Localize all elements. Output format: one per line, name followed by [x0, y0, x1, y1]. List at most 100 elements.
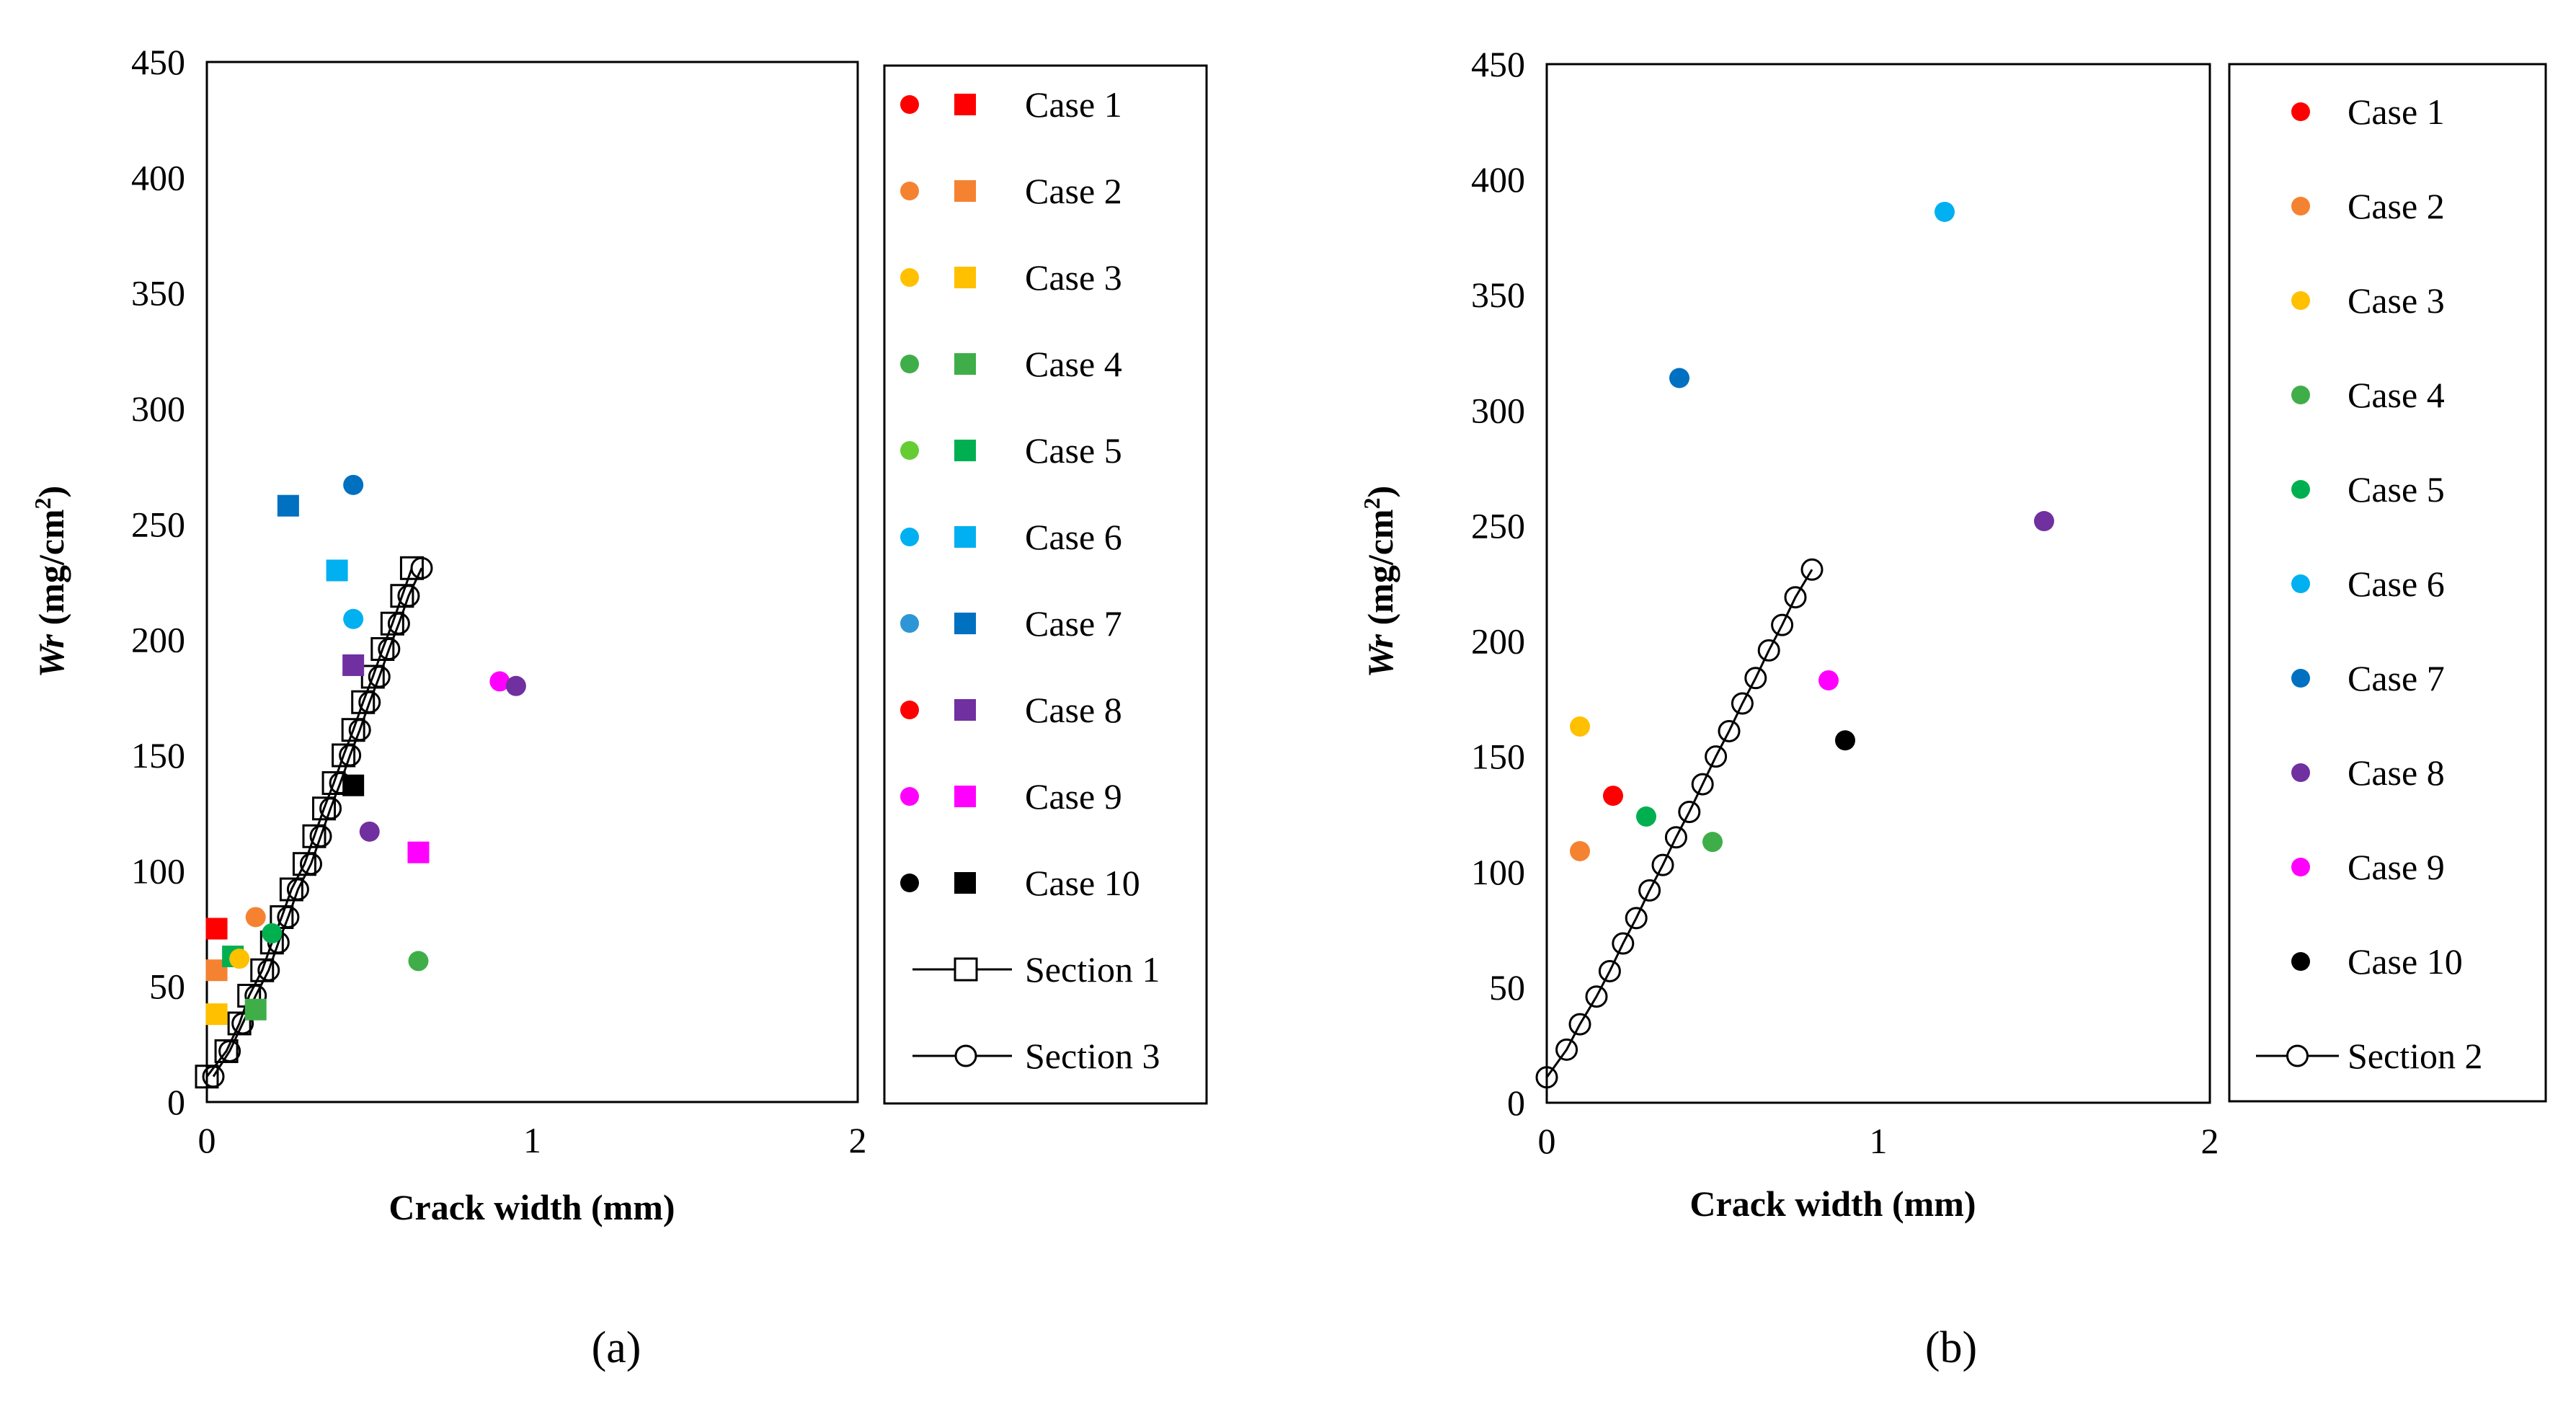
panel-a-legend-label: Case 3 [1025, 257, 1122, 298]
panel-a-section-3-point [378, 637, 401, 660]
panel-a-section-1-point [270, 905, 294, 929]
panel-b-plot-frame [1545, 63, 2211, 1104]
panel-a-case-square-point [326, 559, 348, 582]
panel-a-legend-circle-swatch [900, 268, 919, 287]
panel-a-section-1-point [302, 824, 327, 848]
panel-a-y-tick-label: 250 [131, 504, 185, 544]
panel-b-y-axis-label: Wr (mg/cm2) [1359, 486, 1400, 677]
panel-a-legend-square-swatch [954, 526, 976, 548]
panel-b-y-axis-unit-superscript: 2 [1359, 497, 1385, 509]
panel-b-section-2-point [1651, 853, 1674, 876]
panel-b-x-tick-labels: 0 1 2 [1538, 1121, 2219, 1161]
panel-a-y-tick-label: 50 [149, 967, 185, 1007]
panel-b-legend-label: Case 8 [2348, 752, 2445, 793]
panel-a-y-tick-label: 400 [131, 157, 185, 197]
panel-a-section-3-point [286, 878, 309, 901]
panel-a-case-square-point [342, 654, 365, 676]
panel-a-legend-circle-swatch [900, 874, 919, 892]
panel-a-y-tick-label: 350 [131, 273, 185, 314]
panel-b-legend-circle-swatch [2291, 102, 2310, 121]
panel-b-legend-label: Case 3 [2348, 280, 2445, 321]
panel-a-y-tick-label: 200 [131, 620, 185, 660]
panel-a-legend-square-swatch [954, 872, 976, 894]
panel-b-section-2-point [1535, 1066, 1558, 1089]
panel-a-legend-square-swatch [954, 180, 976, 202]
panel-a-case-circle-point [489, 671, 510, 692]
panel-b-legend-circle-swatch [2291, 386, 2310, 404]
panel-a-legend-label: Section 3 [1025, 1036, 1160, 1076]
panel-a-case-circle-point [343, 608, 364, 629]
panel-b-section-2-point [1784, 586, 1807, 609]
panel-a-legend-label: Case 5 [1025, 430, 1122, 471]
panel-b-legend-circle-swatch [2291, 669, 2310, 688]
panel-a-case-square-point [205, 918, 228, 940]
panel-b-y-axis-unit-close: ) [1360, 486, 1400, 498]
panel-a-y-axis-symbol: Wr [31, 634, 71, 677]
panel-a-section-3-point [368, 665, 391, 688]
panel-b-legend-circle-swatch [2291, 197, 2310, 216]
panel-a-case-square-point [277, 494, 299, 517]
panel-a-legend-square-swatch [954, 440, 976, 461]
panel-a-case-circle-point [245, 907, 266, 928]
panel-b-section-2-point [1625, 907, 1648, 930]
panel-a-section-3-line [212, 567, 423, 1078]
panel-b-case-circle-point [1935, 201, 1955, 222]
panel-a-legend-circle-swatch [900, 614, 919, 633]
panel-b-section-2-point [1691, 773, 1714, 796]
panel-a-section-1-point [332, 743, 356, 768]
panel-a-legend-circle-swatch [954, 1044, 977, 1067]
panel-a-section-1-point [214, 1039, 239, 1063]
panel-a-x-tick-label: 1 [523, 1120, 541, 1160]
panel-a-y-axis-unit-superscript: 2 [30, 497, 55, 509]
panel-b-section-2-point [1638, 879, 1661, 902]
panel-a-legend-label: Case 9 [1025, 776, 1122, 817]
panel-b-legend-label: Section 2 [2348, 1036, 2482, 1076]
panel-a-case-circle-point [343, 474, 364, 495]
panel-b-case-circle-point [1603, 786, 1623, 807]
panel-a-case-square-point [342, 774, 365, 796]
panel-b-legend-label: Case 5 [2348, 469, 2445, 510]
panel-a-legend-circle-swatch [900, 441, 919, 460]
panel-a-y-tick-label: 100 [131, 850, 185, 891]
panel-a-legend-square-swatch [954, 94, 976, 115]
panel-a-plot-frame [205, 61, 859, 1103]
panel-b-case-circle-point [1636, 806, 1656, 827]
panel-a-y-axis-unit: (mg/cm [31, 509, 71, 634]
panel-a-legend-circle-swatch [900, 182, 919, 200]
panel-a-y-tick-label: 150 [131, 735, 185, 776]
panel-b-y-tick-label: 100 [1471, 852, 1525, 892]
panel-b-y-tick-label: 50 [1489, 967, 1525, 1008]
panel-b-y-tick-labels: 0 50 100 150 200 250 300 350 400 450 [1471, 44, 1525, 1123]
panel-a-case-square-point [244, 998, 267, 1021]
panel-a-legend-square-swatch [954, 699, 976, 721]
panel-b-data-series [1535, 201, 2054, 1089]
panel-a-section-1-point [312, 796, 337, 821]
panel-a-section-3-point [257, 959, 280, 982]
panel-b-section-2-point [1585, 985, 1608, 1008]
panel-a-case-circle-point [359, 821, 380, 842]
panel-a-x-axis-label: Crack width (mm) [388, 1187, 675, 1227]
panel-b-legend-circle-swatch [2291, 480, 2310, 499]
panel-b-y-tick-label: 450 [1471, 44, 1525, 84]
panel-a-legend-label: Case 10 [1025, 863, 1140, 903]
panel-b-section-2-point [1757, 639, 1780, 662]
panel-a-y-axis-label: Wr (mg/cm2) [30, 486, 71, 677]
panel-b-legend-circle-swatch [2291, 763, 2310, 782]
panel-a-x-tick-label: 0 [198, 1120, 216, 1160]
panel-a-section-3-point [348, 719, 371, 742]
panel-b-y-tick-label: 400 [1471, 159, 1525, 200]
panel-b-y-tick-label: 200 [1471, 621, 1525, 662]
panel-b-case-circle-point [2034, 511, 2054, 532]
panel-b-legend-frame [2228, 63, 2547, 1103]
panel-a-y-tick-labels: 0 50 100 150 200 250 300 350 400 450 [131, 42, 185, 1122]
panel-a-legend-square-swatch [954, 786, 976, 807]
panel-a-case-circle-point [505, 675, 526, 696]
panel-a-x-tick-label: 2 [849, 1120, 867, 1160]
panel-a-section-1-point [399, 556, 424, 580]
panel-a-section-1-point [351, 690, 376, 714]
panel-a-section-3-point [218, 1039, 241, 1062]
panel-b-case-circle-point [1570, 716, 1590, 737]
panel-a-section-1-point [380, 611, 404, 636]
panel-a-legend-circle-swatch [900, 787, 919, 806]
panel-b-case-circle-point [1570, 840, 1590, 861]
